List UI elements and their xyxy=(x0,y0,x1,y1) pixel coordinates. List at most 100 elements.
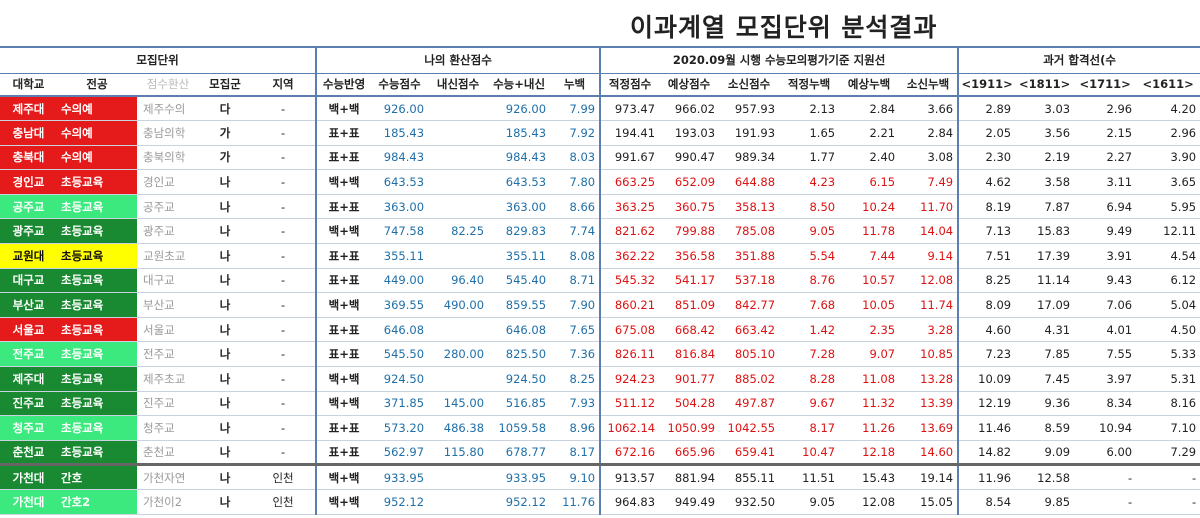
cell-major: 간호 xyxy=(57,463,137,490)
cell-past-cutoff: 9.43 xyxy=(1074,268,1137,294)
cell-proper-pct: 1.65 xyxy=(779,120,840,146)
cell-belief-score: 932.50 xyxy=(719,489,780,515)
table-row: 춘천교 초등교육 춘천교 나 - 표+표 562.97 115.80 678.77 8.17 672… xyxy=(0,440,1200,466)
cell-suneung-score: 952.12 xyxy=(371,489,429,515)
cell-suneung-score: 933.95 xyxy=(371,463,429,490)
cell-university: 춘천교 xyxy=(0,440,57,466)
cell-proper-score: 821.62 xyxy=(599,218,660,245)
table-row: 청주교 초등교육 청주교 나 - 표+표 573.20 486.38 1059.58 8.96 10… xyxy=(0,415,1200,441)
cell-expected-pct: 11.32 xyxy=(839,391,900,417)
cell-percentile: 7.99 xyxy=(550,96,601,122)
cell-major: 초등교육 xyxy=(57,169,137,195)
column-header: 수능반영 xyxy=(315,73,372,97)
cell-past-cutoff: 7.23 xyxy=(957,341,1016,368)
cell-region: - xyxy=(251,341,317,368)
cell-total-score: 952.12 xyxy=(488,489,551,515)
cell-university: 충남대 xyxy=(0,120,57,146)
cell-past-cutoff: 2.19 xyxy=(1015,145,1075,171)
cell-major: 초등교육 xyxy=(57,218,137,245)
cell-reflection: 표+표 xyxy=(315,341,372,368)
cell-past-cutoff: 2.96 xyxy=(1136,120,1200,146)
cell-proper-pct: 9.05 xyxy=(779,218,840,245)
cell-naesin-score xyxy=(428,120,489,146)
cell-expected-score: 360.75 xyxy=(659,194,720,220)
cell-total-score: 185.43 xyxy=(488,120,551,146)
cell-proper-pct: 4.23 xyxy=(779,169,840,195)
cell-percentile: 7.36 xyxy=(550,341,601,368)
cell-past-cutoff: 12.11 xyxy=(1136,218,1200,245)
cell-percentile: 9.10 xyxy=(550,463,601,490)
cell-group: 나 xyxy=(199,317,251,343)
cell-proper-score: 860.21 xyxy=(599,292,660,318)
column-header: 예상점수 xyxy=(659,73,720,97)
cell-proper-pct: 1.42 xyxy=(779,317,840,343)
cell-proper-pct: 1.77 xyxy=(779,145,840,171)
cell-region: - xyxy=(251,120,317,146)
cell-naesin-score: 486.38 xyxy=(428,415,489,441)
cell-total-score: 926.00 xyxy=(488,96,551,122)
cell-proper-score: 663.25 xyxy=(599,169,660,195)
cell-university: 공주교 xyxy=(0,194,57,220)
cell-belief-pct: 13.28 xyxy=(899,366,959,392)
cell-past-cutoff: - xyxy=(1136,489,1200,515)
cell-reflection: 백+백 xyxy=(315,391,372,417)
cell-past-cutoff: 9.49 xyxy=(1074,218,1137,245)
cell-past-cutoff: 7.45 xyxy=(1015,366,1075,392)
column-header: 지역 xyxy=(251,73,317,97)
cell-belief-pct: 3.28 xyxy=(899,317,959,343)
cell-group: 나 xyxy=(199,366,251,392)
cell-total-score: 1059.58 xyxy=(488,415,551,441)
cell-major: 수의예 xyxy=(57,145,137,171)
cell-expected-score: 1050.99 xyxy=(659,415,720,441)
cell-group: 나 xyxy=(199,292,251,318)
cell-suneung-score: 355.11 xyxy=(371,243,429,269)
column-header: 소신누백 xyxy=(899,73,959,97)
cell-university: 가천대 xyxy=(0,463,57,490)
column-header: 예상누백 xyxy=(839,73,900,97)
cell-expected-pct: 2.40 xyxy=(839,145,900,171)
cell-suneung-score: 643.53 xyxy=(371,169,429,195)
cell-suneung-score: 369.55 xyxy=(371,292,429,318)
cell-belief-score: 659.41 xyxy=(719,440,780,466)
cell-score-conversion: 부산교 xyxy=(137,292,199,318)
cell-university: 진주교 xyxy=(0,391,57,417)
cell-reflection: 백+백 xyxy=(315,292,372,318)
cell-university: 서울교 xyxy=(0,317,57,343)
cell-expected-pct: 2.35 xyxy=(839,317,900,343)
cell-score-conversion: 제주초교 xyxy=(137,366,199,392)
cell-past-cutoff: 2.27 xyxy=(1074,145,1137,171)
cell-percentile: 11.76 xyxy=(550,489,601,515)
cell-reflection: 백+백 xyxy=(315,218,372,245)
cell-past-cutoff: 5.31 xyxy=(1136,366,1200,392)
table-row: 충북대 수의예 충북의학 가 - 표+표 984.43 984.43 8.03 991.67 990… xyxy=(0,145,1200,171)
cell-expected-pct: 6.15 xyxy=(839,169,900,195)
cell-proper-score: 363.25 xyxy=(599,194,660,220)
cell-reflection: 백+백 xyxy=(315,489,372,515)
table-row: 충남대 수의예 충남의학 가 - 표+표 185.43 185.43 7.92 194.41 193… xyxy=(0,120,1200,146)
cell-past-cutoff: 7.06 xyxy=(1074,292,1137,318)
cell-total-score: 516.85 xyxy=(488,391,551,417)
cell-score-conversion: 경인교 xyxy=(137,169,199,195)
cell-university: 교원대 xyxy=(0,243,57,269)
cell-reflection: 표+표 xyxy=(315,415,372,441)
cell-reflection: 표+표 xyxy=(315,120,372,146)
cell-major: 초등교육 xyxy=(57,292,137,318)
cell-major: 초등교육 xyxy=(57,391,137,417)
cell-belief-score: 1042.55 xyxy=(719,415,780,441)
cell-university: 경인교 xyxy=(0,169,57,195)
column-header: 점수환산 xyxy=(137,73,199,97)
cell-past-cutoff: 3.65 xyxy=(1136,169,1200,195)
cell-score-conversion: 춘천교 xyxy=(137,440,199,466)
cell-past-cutoff: 9.36 xyxy=(1015,391,1075,417)
table-row: 가천대 간호 가천자연 나 인천 백+백 933.95 933.95 9.10 913.57 881… xyxy=(0,463,1200,490)
cell-percentile: 8.25 xyxy=(550,366,601,392)
cell-past-cutoff: 4.01 xyxy=(1074,317,1137,343)
cell-region: - xyxy=(251,96,317,122)
cell-belief-pct: 13.69 xyxy=(899,415,959,441)
cell-naesin-score: 82.25 xyxy=(428,218,489,245)
cell-belief-score: 842.77 xyxy=(719,292,780,318)
cell-reflection: 백+백 xyxy=(315,96,372,122)
cell-expected-score: 652.09 xyxy=(659,169,720,195)
cell-proper-score: 511.12 xyxy=(599,391,660,417)
table-row: 대구교 초등교육 대구교 나 - 표+표 449.00 96.40 545.40 8.71 545.… xyxy=(0,268,1200,294)
